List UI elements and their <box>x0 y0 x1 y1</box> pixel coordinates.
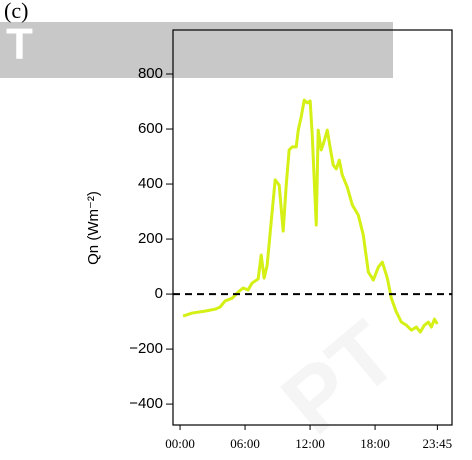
panel-label: (c) <box>4 0 28 23</box>
y-tick-label: −400 <box>129 395 163 412</box>
x-tick-label: 18:00 <box>360 436 390 451</box>
banner <box>0 22 393 78</box>
y-tick-label: 0 <box>155 285 163 302</box>
x-tick-label: 06:00 <box>230 436 260 451</box>
x-tick-label: 00:00 <box>165 436 195 451</box>
watermark: T <box>6 20 33 69</box>
y-tick-label: 400 <box>138 175 163 192</box>
y-tick-label: 800 <box>138 65 163 82</box>
watermark: PT <box>264 303 416 454</box>
plot-frame <box>172 29 453 426</box>
y-tick-label: 200 <box>138 230 163 247</box>
x-tick-label: 23:45 <box>423 436 453 451</box>
data-line <box>182 98 439 334</box>
y-axis-label: Qn (Wm⁻²) <box>85 191 102 265</box>
y-tick-label: 600 <box>138 120 163 137</box>
x-tick-label: 12:00 <box>295 436 325 451</box>
y-tick-label: −200 <box>129 340 163 357</box>
